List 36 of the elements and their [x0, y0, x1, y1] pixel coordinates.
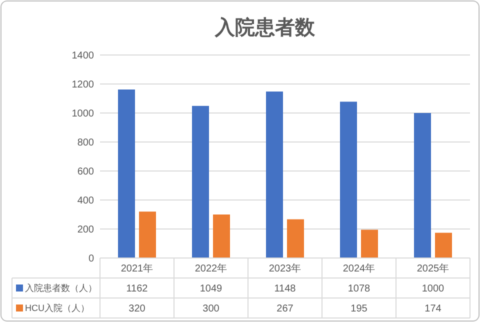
data-label: 1148: [274, 284, 296, 294]
y-tick-label: 1400: [72, 50, 94, 62]
bar: [414, 113, 431, 258]
legend-label: 入院患者数（人）: [25, 283, 97, 294]
data-label: 174: [424, 304, 442, 314]
bar: [266, 92, 283, 258]
bar: [287, 219, 304, 258]
data-label: 1000: [422, 284, 445, 294]
bar: [435, 232, 452, 258]
data-label: 1162: [126, 284, 148, 294]
x-tick-label: 2021年: [120, 262, 154, 274]
data-label: 320: [128, 304, 146, 314]
x-tick-label: 2024年: [342, 262, 376, 274]
legend-label: HCU入院（人）: [25, 303, 90, 314]
data-label: 1078: [348, 284, 371, 294]
chart-title: 入院患者数: [214, 16, 316, 39]
y-tick-label: 400: [77, 196, 94, 206]
y-tick-label: 200: [77, 224, 94, 236]
x-tick-label: 2025年: [416, 262, 450, 274]
data-label: 195: [350, 304, 368, 314]
x-tick-label: 2023年: [268, 262, 302, 274]
y-tick-label: 600: [77, 166, 94, 178]
x-tick-label: 2022年: [194, 262, 228, 274]
bar: [139, 212, 156, 258]
bar: [192, 106, 209, 258]
data-label: 1049: [200, 284, 223, 294]
bar: [361, 230, 378, 258]
bar: [118, 90, 135, 258]
bar: [340, 102, 357, 258]
y-tick-label: 1000: [72, 108, 94, 120]
data-label: 267: [276, 304, 294, 314]
data-label: 300: [202, 304, 220, 314]
y-tick-label: 800: [77, 138, 94, 148]
bar: [213, 214, 230, 258]
y-tick-label: 0: [88, 254, 94, 264]
y-tick-label: 1200: [72, 80, 94, 90]
